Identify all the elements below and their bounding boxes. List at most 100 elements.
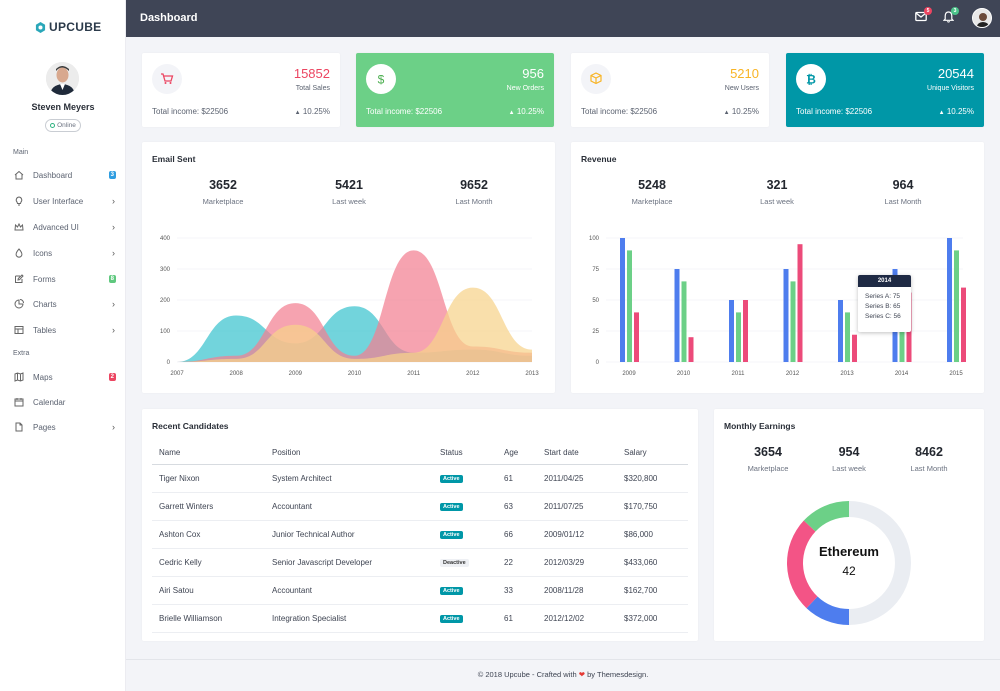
status-badge: Active xyxy=(440,475,463,483)
sidebar-item-label: Dashboard xyxy=(33,170,73,180)
column-header[interactable]: Start date xyxy=(537,441,617,465)
tooltip-line: Series B: 65 xyxy=(865,303,901,310)
user-name: Steven Meyers xyxy=(31,102,95,112)
status-cell: Active xyxy=(433,492,497,521)
donut-slice xyxy=(806,596,849,625)
footer-text: © 2018 Upcube - Crafted with xyxy=(477,670,577,679)
column-header[interactable]: Salary xyxy=(617,441,688,465)
bar xyxy=(634,312,639,362)
summary-stat: 321 Last week xyxy=(732,178,822,206)
sidebar-item-user-interface[interactable]: User Interface › xyxy=(14,194,116,208)
column-header[interactable]: Age xyxy=(497,441,537,465)
table-cell: Junior Technical Author xyxy=(265,520,433,549)
bar xyxy=(961,287,966,362)
email-sent-card: Email Sent 3652 Marketplace 5421 Last week 9… xyxy=(142,142,555,393)
stat-total-income: Total income: $22506 xyxy=(581,107,658,116)
sidebar-item-forms[interactable]: Forms 8 xyxy=(14,272,116,286)
stat-percent-value: 10.25% xyxy=(302,107,330,116)
svg-text:₿: ₿ xyxy=(806,73,816,87)
column-header[interactable]: Name xyxy=(152,441,265,465)
mail-count-badge: 5 xyxy=(924,7,932,15)
summary-value: 3652 xyxy=(209,178,237,192)
stat-value: 5210 xyxy=(730,66,759,81)
profile-avatar[interactable] xyxy=(972,8,992,28)
stat-caption: New Users xyxy=(724,85,759,92)
arrow-up-icon: ▲ xyxy=(938,110,945,116)
table-cell: 66 xyxy=(497,520,537,549)
table-cell: $433,060 xyxy=(617,548,688,577)
bar xyxy=(790,281,796,362)
candidates-table: Name Position Status Age Start date Salary Ti… xyxy=(152,441,688,633)
sidebar-item-label: Pages xyxy=(33,422,56,432)
summary-stat: 964 Last Month xyxy=(858,178,948,206)
svg-text:$: $ xyxy=(378,73,385,87)
y-tick-label: 25 xyxy=(592,329,599,335)
x-tick-label: 2008 xyxy=(229,371,243,377)
table-row[interactable]: Airi Satou Accountant Active 33 2008/11/28 $1… xyxy=(152,576,688,605)
tooltip-line: Series A: 75 xyxy=(865,293,901,300)
table-cell: 63 xyxy=(497,492,537,521)
summary-value: 5248 xyxy=(638,178,666,192)
summary-stat: 9652 Last Month xyxy=(429,178,519,206)
table-cell: $170,750 xyxy=(617,492,688,521)
column-header[interactable]: Status xyxy=(433,441,497,465)
sidebar-item-icons[interactable]: Icons › xyxy=(14,246,116,260)
sidebar-item-badge: 2 xyxy=(108,373,116,381)
brand-name: UPCUBE xyxy=(49,20,102,34)
sidebar-item-maps[interactable]: Maps 2 xyxy=(14,370,116,384)
bar xyxy=(688,337,694,362)
user-avatar[interactable] xyxy=(46,62,79,95)
y-tick-label: 0 xyxy=(167,360,171,366)
sidebar-item-label: Maps xyxy=(33,372,53,382)
sidebar-item-advanced-ui[interactable]: Advanced UI › xyxy=(14,220,116,234)
sidebar-item-charts[interactable]: Charts › xyxy=(14,297,116,311)
stat-percent: ▲ 10.25% xyxy=(724,107,759,116)
table-row[interactable]: Brielle Williamson Integration Specialist… xyxy=(152,604,688,633)
sidebar-item-tables[interactable]: Tables › xyxy=(14,323,116,337)
revenue-card: Revenue 5248 Marketplace 321 Last week 964 La… xyxy=(571,142,984,393)
y-tick-label: 100 xyxy=(589,236,600,242)
x-tick-label: 2010 xyxy=(348,371,362,377)
y-tick-label: 400 xyxy=(160,236,171,242)
cube-icon xyxy=(581,64,611,94)
summary-stat: 3654 Marketplace xyxy=(723,445,813,473)
donut-slice xyxy=(787,520,818,609)
sidebar-item-calendar[interactable]: Calendar xyxy=(14,395,116,409)
summary-label: Last week xyxy=(760,197,794,206)
donut-center-value: 42 xyxy=(842,564,856,578)
sidebar-item-label: Advanced UI xyxy=(33,222,79,232)
status-badge: Active xyxy=(440,531,463,539)
stat-total-income: Total income: $22506 xyxy=(152,107,229,116)
y-tick-label: 50 xyxy=(592,298,599,304)
sidebar-item-pages[interactable]: Pages › xyxy=(14,420,116,434)
bar xyxy=(681,281,687,362)
y-tick-label: 75 xyxy=(592,267,599,273)
pages-icon xyxy=(15,422,23,432)
summary-value: 5421 xyxy=(335,178,363,192)
mail-icon xyxy=(915,11,927,22)
table-row[interactable]: Cedric Kelly Senior Javascript Developer D… xyxy=(152,548,688,577)
notifications-button[interactable]: 3 xyxy=(942,7,959,25)
x-tick-label: 2012 xyxy=(466,371,480,377)
donut-slice xyxy=(849,501,911,625)
table-cell: 22 xyxy=(497,548,537,577)
table-row[interactable]: Ashton Cox Junior Technical Author Active 6… xyxy=(152,520,688,549)
stat-percent-value: 10.25% xyxy=(516,107,544,116)
bell-icon xyxy=(942,11,955,23)
stat-caption: Unique Visitors xyxy=(927,85,974,92)
stat-value: 20544 xyxy=(937,66,974,81)
column-header[interactable]: Position xyxy=(265,441,433,465)
table-row[interactable]: Tiger Nixon System Architect Active 61 2011/… xyxy=(152,464,688,493)
stat-caption: New Orders xyxy=(506,85,544,92)
x-tick-label: 2009 xyxy=(622,371,636,377)
brand-logo[interactable]: UPCUBE xyxy=(35,20,101,34)
mail-button[interactable]: 5 xyxy=(915,7,932,24)
status-label: Online xyxy=(57,122,76,129)
table-cell: 2011/07/25 xyxy=(537,492,617,521)
x-tick-label: 2011 xyxy=(407,371,421,377)
sidebar-item-dashboard[interactable]: Dashboard 3 xyxy=(14,168,116,182)
calendar-icon xyxy=(14,398,24,407)
table-row[interactable]: Garrett Winters Accountant Active 63 2011/07… xyxy=(152,492,688,521)
menu-section-extra: Extra xyxy=(13,350,30,357)
stat-card-unique-visitors: ₿ 20544 Unique Visitors Total income: $2250… xyxy=(786,53,984,127)
